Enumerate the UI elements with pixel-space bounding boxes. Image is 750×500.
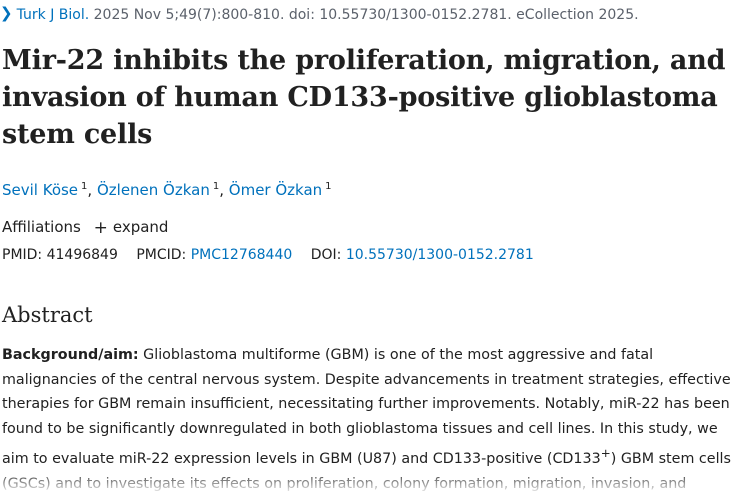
citation-line: ❯ Turk J Biol. 2025 Nov 5;49(7):800-810. … <box>0 4 639 25</box>
expand-affiliations-button[interactable]: + expand <box>93 218 169 238</box>
affiliation-ref[interactable]: 1 <box>212 181 220 192</box>
doi-label: DOI: <box>310 247 342 263</box>
doi-link[interactable]: 10.55730/1300-0152.2781 <box>345 247 534 263</box>
abstract-text-part1: Glioblastoma multiforme (GBM) is one of … <box>2 347 731 468</box>
chevron-right-icon[interactable]: ❯ <box>0 4 13 22</box>
author-list: Sevil Köse 1, Özlenen Özkan 1, Ömer Özkan 1 <box>2 177 332 200</box>
identifiers-row: PMID: 41496849 PMCID: PMC12768440 DOI: 1… <box>2 245 534 265</box>
author-link[interactable]: Ömer Özkan <box>228 181 323 199</box>
abstract-superscript: + <box>600 446 611 461</box>
expand-label: expand <box>112 218 169 236</box>
affiliations-row: Affiliations + expand <box>2 217 169 238</box>
abstract-paragraph: Background/aim: Glioblastoma multiforme … <box>2 343 748 500</box>
abstract-section-label: Background/aim: <box>2 347 139 363</box>
abstract-heading: Abstract <box>2 303 93 327</box>
affiliations-label: Affiliations <box>2 218 81 236</box>
affiliation-ref[interactable]: 1 <box>81 181 88 192</box>
pmcid-link[interactable]: PMC12768440 <box>190 247 293 263</box>
article-title: Mir-22 inhibits the proliferation, migra… <box>2 45 726 150</box>
author-separator: , <box>87 181 97 199</box>
pmcid-label: PMCID: <box>136 247 187 263</box>
plus-icon: + <box>93 218 108 238</box>
affiliation-ref[interactable]: 1 <box>325 181 332 192</box>
pmid-label: PMID: <box>2 247 43 263</box>
citation-details: 2025 Nov 5;49(7):800-810. doi: 10.55730/… <box>93 7 639 23</box>
author-link[interactable]: Özlenen Özkan <box>96 181 210 199</box>
author-link[interactable]: Sevil Köse <box>2 181 79 199</box>
author-separator: , <box>219 181 229 199</box>
pmid-value: 41496849 <box>46 247 118 263</box>
journal-link[interactable]: Turk J Biol. <box>16 7 90 23</box>
